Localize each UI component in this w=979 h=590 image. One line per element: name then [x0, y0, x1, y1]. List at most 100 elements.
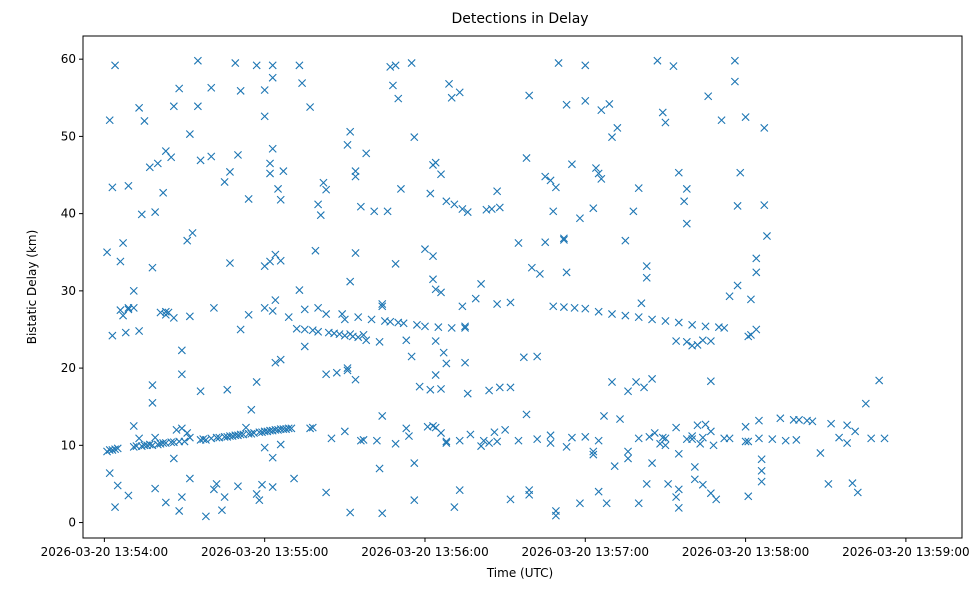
data-point	[661, 434, 670, 443]
data-point	[431, 337, 440, 346]
data-point	[124, 305, 133, 314]
data-point	[308, 423, 317, 432]
data-point	[207, 83, 216, 92]
data-point	[672, 493, 681, 502]
data-point	[541, 238, 550, 247]
data-point	[308, 326, 317, 335]
data-point	[161, 498, 170, 507]
data-point	[762, 232, 771, 241]
data-point	[506, 383, 515, 392]
data-point	[741, 437, 750, 446]
data-point	[402, 424, 411, 433]
data-point	[525, 486, 534, 495]
data-point	[343, 364, 352, 373]
data-point	[567, 160, 576, 169]
data-point	[608, 378, 616, 386]
data-point	[113, 444, 122, 453]
data-point	[479, 436, 488, 445]
data-point	[322, 310, 331, 319]
data-point	[706, 337, 715, 346]
x-tick-label: 2026-03-20 13:55:00	[201, 545, 328, 559]
data-point	[391, 61, 400, 70]
data-point	[730, 77, 739, 86]
data-point	[559, 234, 568, 243]
data-point	[533, 435, 542, 444]
data-point	[688, 341, 697, 350]
data-point	[193, 56, 202, 65]
data-point	[346, 127, 355, 136]
data-point	[450, 200, 459, 209]
data-point	[661, 441, 670, 450]
data-point	[752, 268, 761, 277]
data-point	[290, 474, 299, 483]
data-point	[495, 383, 504, 392]
data-point	[188, 228, 197, 237]
data-point	[527, 263, 536, 272]
data-point	[549, 302, 558, 311]
data-point	[442, 359, 451, 368]
data-point	[522, 410, 531, 419]
data-point	[546, 431, 555, 440]
data-point	[167, 153, 176, 162]
data-point	[434, 323, 443, 332]
data-point	[455, 486, 464, 495]
data-point	[300, 325, 309, 334]
data-point	[506, 298, 515, 307]
data-point	[266, 169, 275, 178]
data-point	[634, 499, 643, 508]
data-point	[236, 430, 245, 439]
data-point	[298, 79, 307, 88]
data-point	[420, 322, 429, 331]
data-point	[851, 427, 860, 436]
data-point	[661, 316, 670, 325]
data-point	[455, 436, 464, 445]
data-point	[744, 492, 753, 501]
data-point	[682, 435, 691, 444]
data-point	[276, 355, 285, 364]
data-point	[642, 262, 651, 271]
data-point	[674, 449, 683, 458]
data-point	[255, 496, 264, 505]
data-point	[180, 437, 189, 446]
data-point	[781, 436, 790, 445]
data-point	[279, 167, 288, 176]
data-point	[351, 249, 360, 258]
data-point	[236, 86, 245, 95]
y-axis: 0 10 20 30 40 50 60	[61, 52, 83, 530]
data-point	[351, 172, 360, 181]
data-point	[300, 342, 309, 351]
chart-title: Detections in Delay	[451, 11, 588, 27]
data-point	[183, 428, 192, 437]
data-point	[466, 430, 475, 439]
data-point	[688, 432, 697, 441]
data-point	[648, 374, 657, 383]
x-tick-label: 2026-03-20 13:59:00	[842, 545, 969, 559]
data-point	[792, 435, 801, 444]
data-point	[129, 303, 138, 312]
data-point	[185, 312, 194, 321]
y-tick-label: 50	[61, 129, 76, 143]
data-point	[843, 421, 852, 430]
data-point	[533, 352, 542, 361]
data-point	[103, 248, 112, 257]
data-point	[185, 130, 194, 139]
data-point	[129, 286, 138, 295]
data-point	[621, 311, 630, 320]
data-point	[698, 336, 707, 345]
data-point	[119, 311, 128, 320]
data-point	[808, 417, 817, 426]
data-point	[111, 61, 120, 70]
data-point	[522, 154, 531, 163]
data-point	[135, 434, 144, 443]
data-point	[485, 386, 494, 395]
data-point	[172, 425, 181, 434]
data-point	[108, 331, 117, 340]
data-point	[450, 503, 459, 512]
plot-area	[82, 35, 963, 539]
data-point	[268, 306, 277, 315]
data-point	[340, 427, 349, 436]
data-point	[268, 483, 277, 492]
data-point	[431, 285, 440, 294]
data-point	[613, 123, 622, 132]
data-point	[247, 429, 256, 438]
